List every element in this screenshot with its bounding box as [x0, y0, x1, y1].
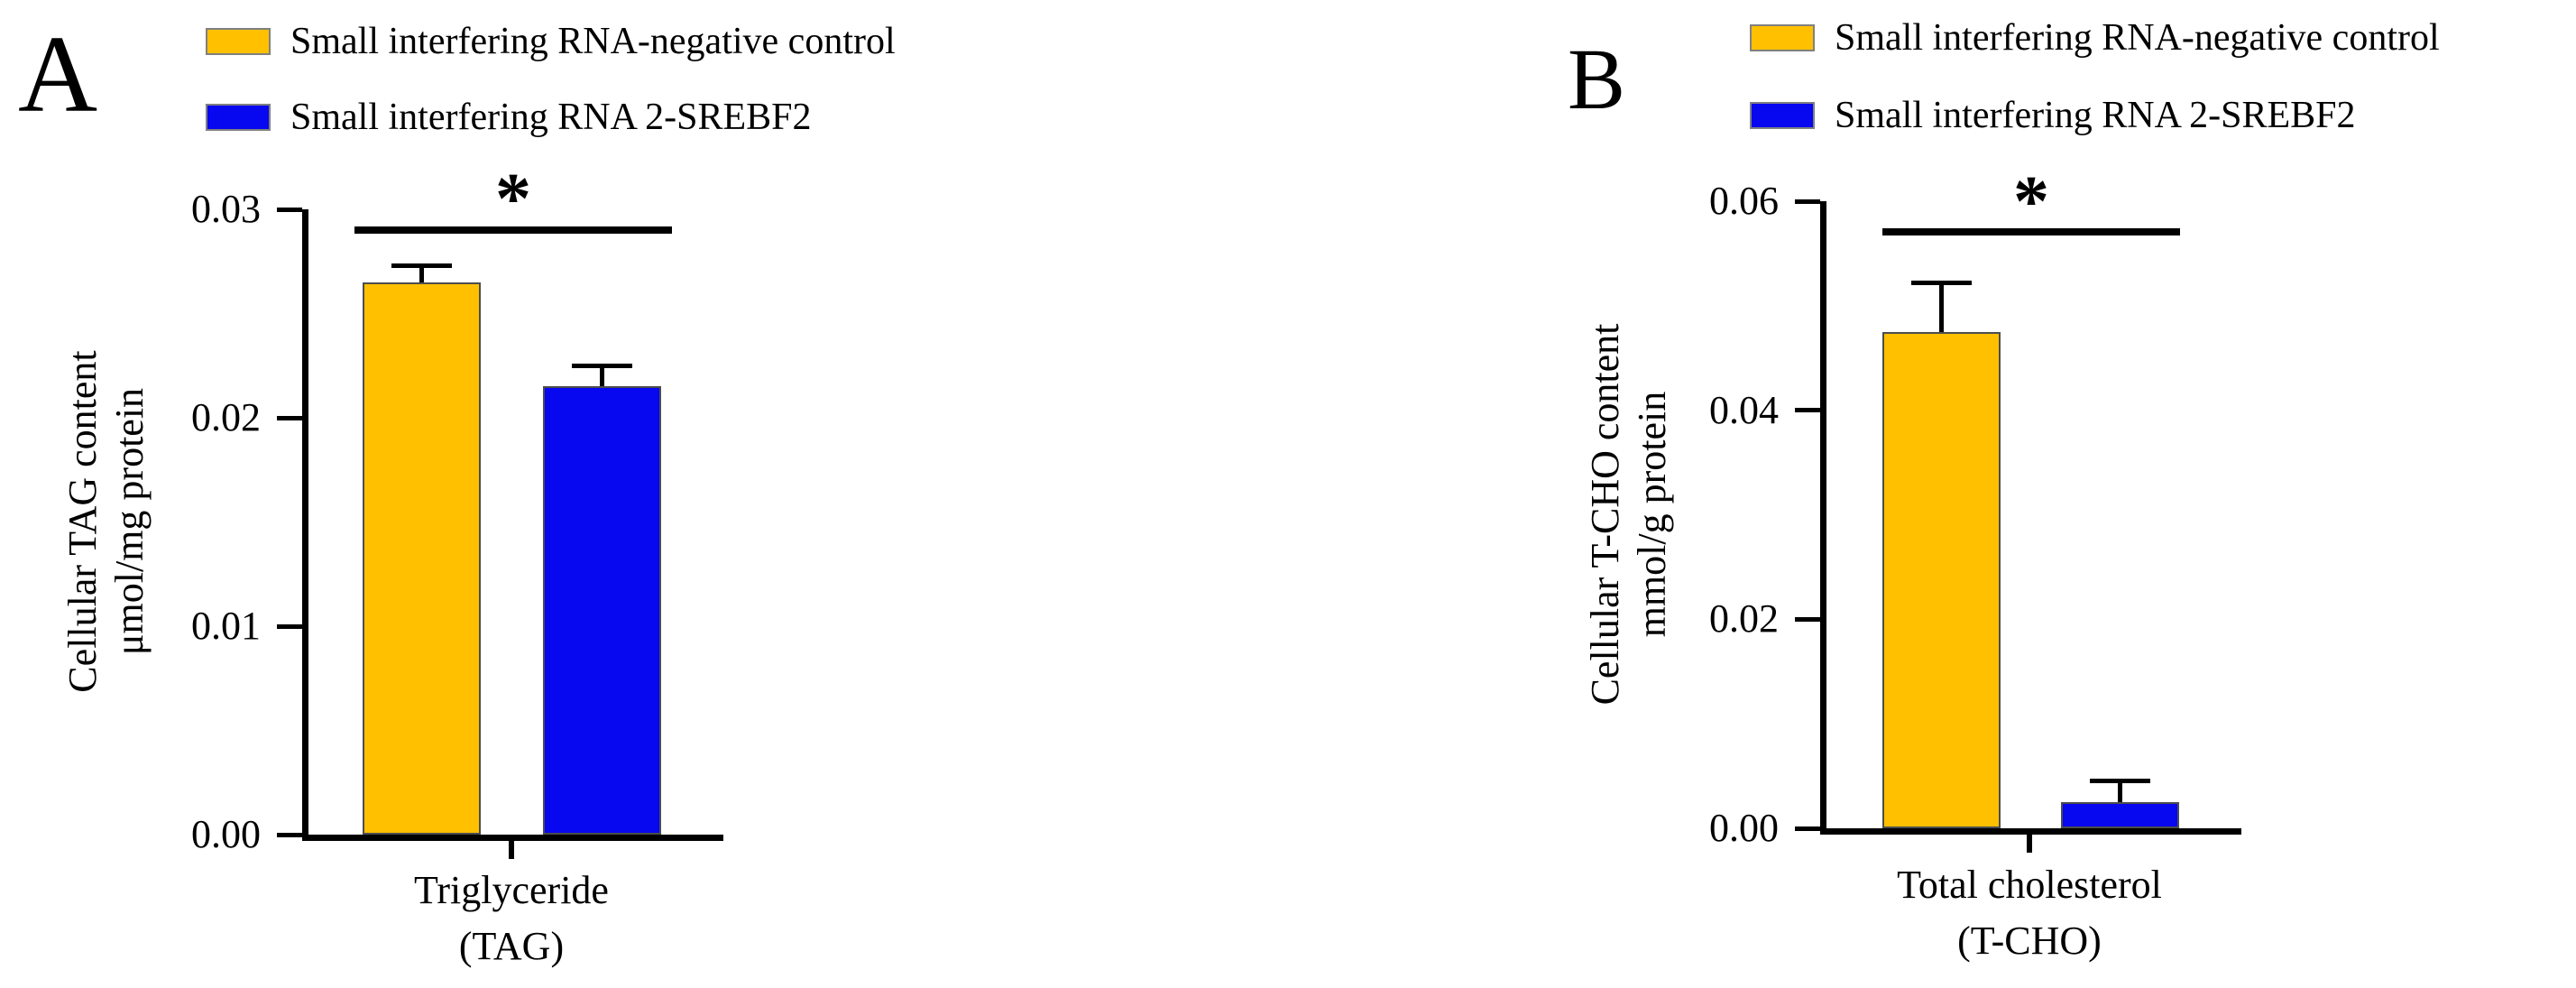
legend-label: Small interfering RNA-negative control	[1835, 17, 2440, 59]
legend-swatch-blue	[206, 104, 271, 131]
category-line1: Triglyceride	[414, 868, 609, 912]
legend-item-sirna-2-srebf2: Small interfering RNA 2-SREBF2	[1750, 95, 2356, 136]
category-line2: (TAG)	[458, 924, 565, 968]
x-axis-category-label: Triglyceride (TAG)	[241, 863, 782, 974]
y-axis-title-line2: μmol/mg protein	[107, 387, 152, 656]
y-tick-label: 0.06	[1709, 179, 1779, 223]
legend-item-sirna-negative-control: Small interfering RNA-negative control	[206, 21, 896, 62]
y-tick-mark	[1795, 826, 1820, 831]
significance-line	[354, 226, 672, 234]
y-tick-mark	[277, 207, 302, 212]
y-axis-line	[1820, 201, 1826, 835]
x-axis-category-label: Total cholesterol (T-CHO)	[1759, 857, 2300, 969]
y-tick-label: 0.02	[1709, 596, 1779, 642]
y-tick-mark	[1795, 408, 1820, 413]
error-bar-cap	[572, 363, 632, 368]
x-axis-line	[1820, 828, 2241, 835]
category-line1: Total cholesterol	[1897, 863, 2162, 907]
y-axis-title-line2: mmol/g protein	[1630, 391, 1674, 638]
category-line2: (T-CHO)	[1957, 919, 2102, 963]
legend-item-sirna-negative-control: Small interfering RNA-negative control	[1750, 17, 2440, 59]
bar-sirna-2-srebf2	[2061, 802, 2179, 828]
y-tick-mark	[277, 832, 302, 837]
x-tick-mark	[509, 841, 514, 859]
y-tick-label: 0.01	[191, 604, 261, 648]
legend-item-sirna-2-srebf2: Small interfering RNA 2-SREBF2	[206, 97, 812, 138]
error-bar-stem	[600, 367, 604, 387]
y-tick-mark	[1795, 199, 1820, 204]
y-axis-title: Cellular T-CHO content mmol/g protein	[1582, 108, 1676, 920]
legend-swatch-orange	[206, 28, 271, 55]
x-tick-mark	[2027, 835, 2032, 853]
y-axis-title: Cellular TAG content μmol/mg protein	[60, 115, 153, 928]
significance-star: *	[495, 160, 531, 239]
bar-sirna-negative-control	[1882, 331, 2001, 828]
legend-label: Small interfering RNA 2-SREBF2	[290, 97, 812, 138]
bar-sirna-2-srebf2	[543, 386, 661, 835]
y-axis-title-line1: Cellular TAG content	[60, 350, 105, 693]
y-axis-title-line1: Cellular T-CHO content	[1583, 323, 1627, 706]
significance-star: *	[2013, 162, 2049, 242]
y-tick-label: 0.02	[191, 395, 261, 439]
panel-letter-a: A	[18, 14, 98, 135]
error-bar-stem	[2118, 783, 2122, 803]
y-tick-mark	[1795, 616, 1820, 622]
error-bar-cap	[391, 263, 452, 268]
legend-label: Small interfering RNA-negative control	[290, 21, 896, 62]
legend-label: Small interfering RNA 2-SREBF2	[1835, 95, 2356, 136]
y-tick-mark	[277, 415, 302, 420]
legend-swatch-orange	[1750, 24, 1815, 51]
legend-swatch-blue	[1750, 102, 1815, 129]
error-bar-cap	[1911, 280, 1972, 285]
error-bar-cap	[2090, 779, 2150, 784]
y-tick-label: 0.00	[191, 812, 261, 856]
y-tick-label: 0.04	[1709, 387, 1779, 432]
y-axis-line	[302, 209, 308, 841]
y-tick-mark	[277, 623, 302, 629]
panel-letter-b: B	[1568, 31, 1626, 127]
bar-sirna-negative-control	[363, 282, 481, 835]
y-tick-label: 0.03	[191, 187, 261, 231]
error-bar-stem	[419, 267, 424, 282]
error-bar-stem	[1939, 284, 1944, 332]
y-tick-label: 0.00	[1709, 806, 1779, 850]
significance-line	[1882, 228, 2180, 235]
x-axis-line	[302, 835, 723, 841]
